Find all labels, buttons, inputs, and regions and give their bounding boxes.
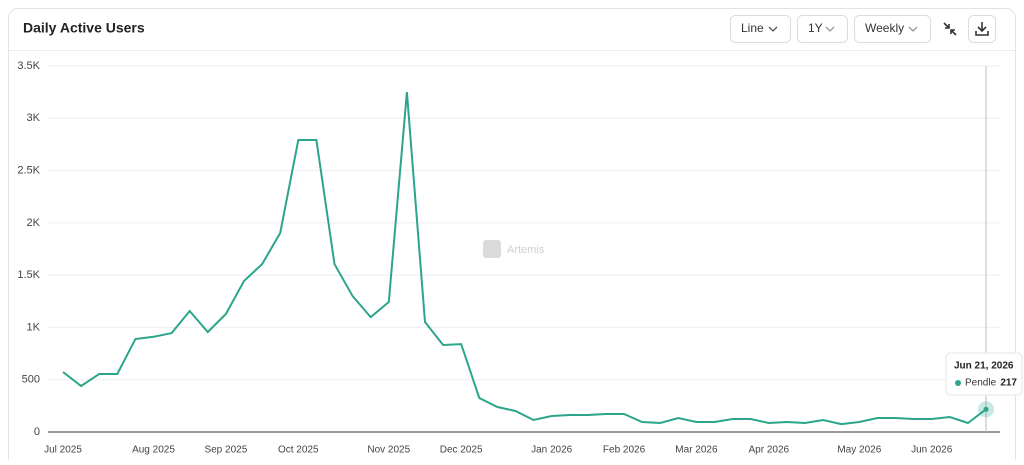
control-range[interactable]: 1Y <box>797 15 848 43</box>
y-tick-label: 0 <box>34 426 40 438</box>
collapse-button[interactable] <box>943 22 957 36</box>
x-tick-label: Jun 2026 <box>911 445 953 456</box>
tooltip-date: Jun 21, 2026 <box>954 361 1014 372</box>
x-tick-label: Aug 2025 <box>132 445 175 456</box>
x-tick-label: Jan 2026 <box>531 445 573 456</box>
control-line[interactable]: Line <box>730 15 791 43</box>
x-tick-label: Oct 2025 <box>278 445 319 456</box>
y-tick-label: 2K <box>27 217 41 229</box>
x-tick-label: Jul 2025 <box>44 445 82 456</box>
watermark: Artemis <box>483 240 545 258</box>
watermark-text: Artemis <box>507 244 545 256</box>
x-tick-label: Nov 2025 <box>367 445 410 456</box>
control-label[interactable]: 1Y <box>808 21 823 35</box>
tooltip: Jun 21, 2026 Pendle 217 <box>945 352 1023 396</box>
tooltip-box <box>945 352 1023 396</box>
control-interval[interactable]: Weekly <box>854 15 931 43</box>
control-label[interactable]: Line <box>741 21 764 35</box>
card <box>8 8 1016 465</box>
y-tick-label: 2.5K <box>17 164 40 176</box>
series-line <box>62 92 987 426</box>
tooltip-series: Pendle <box>965 378 997 389</box>
x-tick-label: Feb 2026 <box>603 445 646 456</box>
tooltip-swatch <box>955 380 961 386</box>
hover-point <box>983 406 989 412</box>
x-tick-label: Dec 2025 <box>440 445 483 456</box>
y-tick-label: 3.5K <box>17 60 40 72</box>
y-tick-label: 1K <box>27 321 41 333</box>
control-label[interactable]: Weekly <box>865 21 904 35</box>
tooltip-value: 217 <box>1000 378 1017 389</box>
y-tick-label: 500 <box>22 374 40 386</box>
x-tick-label: May 2026 <box>837 445 881 456</box>
x-tick-label: Sep 2025 <box>204 445 247 456</box>
x-tick-label: Apr 2026 <box>749 445 790 456</box>
y-tick-label: 1.5K <box>17 269 40 281</box>
y-tick-label: 3K <box>27 112 41 124</box>
x-tick-label: Mar 2026 <box>675 445 718 456</box>
chart-title: Daily Active Users <box>23 20 145 36</box>
download-button[interactable] <box>968 15 996 43</box>
